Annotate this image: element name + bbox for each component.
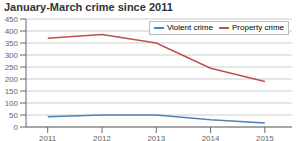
html-text:Violent crime: Violent crime (166, 23, 213, 32)
svg-text:200: 200 (8, 75, 19, 84)
svg-text:2015: 2015 (256, 134, 274, 141)
svg-text:2011: 2011 (39, 134, 57, 141)
html-text:Property crime: Property crime (232, 23, 284, 32)
svg-text:300: 300 (8, 51, 19, 60)
svg-text:450: 450 (8, 15, 19, 24)
svg-text:150: 150 (8, 87, 19, 96)
html-text:January-March crime since 2011: January-March crime since 2011 (4, 1, 173, 13)
svg-text:400: 400 (8, 27, 19, 36)
svg-text:2014: 2014 (202, 134, 220, 141)
svg-text:250: 250 (8, 63, 19, 72)
svg-text:50: 50 (9, 111, 18, 120)
svg-text:0: 0 (14, 123, 19, 132)
svg-text:350: 350 (8, 39, 19, 48)
svg-text:2013: 2013 (147, 134, 165, 141)
svg-text:100: 100 (8, 99, 19, 108)
svg-text:2012: 2012 (93, 134, 111, 141)
